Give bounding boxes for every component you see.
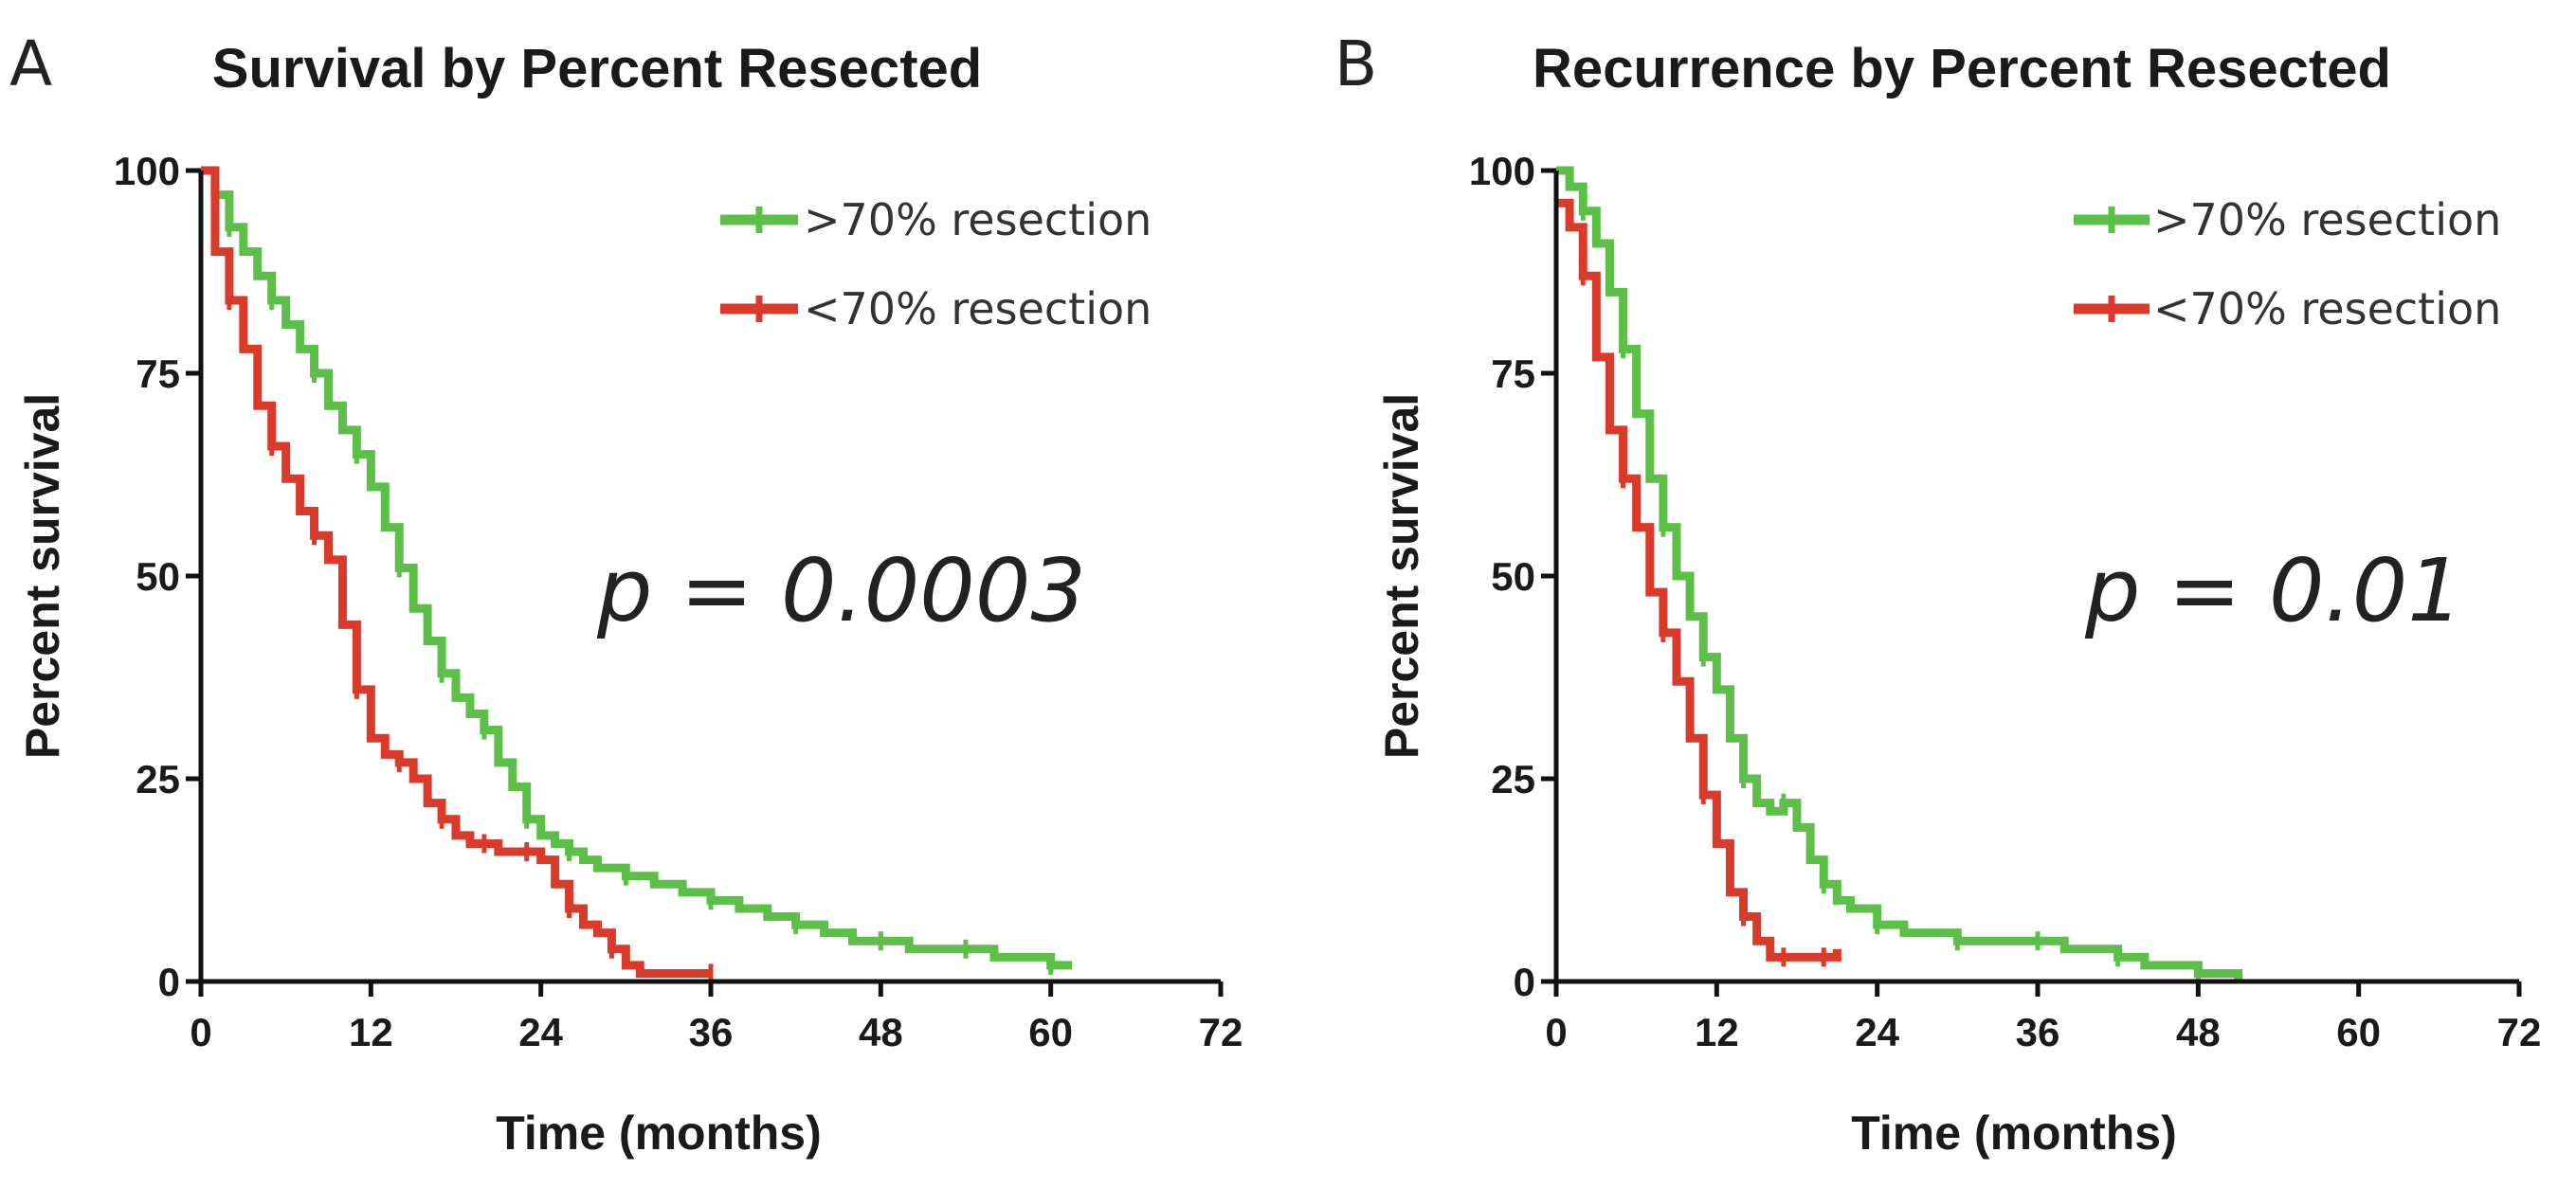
panel-a-series-gt70-curve — [201, 166, 1073, 970]
panel-b-legend: >70% resection <70% resection — [2074, 194, 2501, 334]
panel-b-legend-label-lt70: <70% resection — [2153, 283, 2501, 334]
panel-b-ytick-label: 50 — [1491, 554, 1535, 599]
panel-a-ytick-label: 0 — [158, 960, 180, 1004]
panel-a-ytick-label: 75 — [136, 351, 180, 396]
panel-b-xtick-label: 36 — [2016, 1010, 2060, 1054]
panel-b-xtick-label: 60 — [2336, 1010, 2381, 1054]
panel-b-p-value: p = 0.01 — [2084, 540, 2463, 641]
panel-a-ytick-label: 50 — [136, 554, 180, 599]
panel-b-xlabel: Time (months) — [1851, 1107, 2177, 1160]
panel-a-legend-label-lt70: <70% resection — [804, 283, 1152, 334]
panel-b-ytick-label: 25 — [1491, 757, 1535, 801]
panel-b-series-lt70-curve — [1556, 198, 1841, 962]
panel-a-title: Survival by Percent Resected — [212, 38, 982, 99]
panel-b-title: Recurrence by Percent Resected — [1533, 38, 2391, 99]
panel-a-ytick-label: 25 — [136, 757, 180, 801]
panel-b-curves — [1556, 166, 2243, 983]
panel-a-ytick-label: 100 — [114, 149, 180, 193]
panel-a-ylabel: Percent survival — [16, 393, 69, 759]
panel-a-xtick-label: 48 — [859, 1010, 903, 1054]
panel-b-xtick-label: 24 — [1855, 1010, 1899, 1054]
panel-b-xtick-label: 48 — [2176, 1010, 2221, 1054]
panel-a-p-value: p = 0.0003 — [596, 540, 1086, 641]
panel-a-xtick-label: 12 — [349, 1010, 393, 1054]
panel-a-xtick-label: 72 — [1199, 1010, 1243, 1054]
panel-a-curves — [201, 166, 1073, 983]
panel-b-ytick-label: 75 — [1491, 351, 1535, 396]
panel-b-xtick-label: 12 — [1695, 1010, 1739, 1054]
panel-b-ytick-label: 100 — [1469, 149, 1535, 193]
panel-b: B Recurrence by Percent Resected 0 12 24 36… — [1334, 27, 2541, 1160]
panel-a: A Survival by Percent Resected 0 12 24 36 48… — [9, 27, 1243, 1160]
panel-a-xtick-label: 60 — [1028, 1010, 1073, 1054]
panel-a-xlabel: Time (months) — [496, 1107, 822, 1160]
panel-a-legend-label-gt70: >70% resection — [804, 194, 1152, 245]
panel-b-letter: B — [1334, 27, 1377, 100]
panel-b-ylabel: Percent survival — [1375, 393, 1428, 759]
panel-a-xtick-label: 36 — [689, 1010, 734, 1054]
panel-b-ytick-label: 0 — [1514, 960, 1535, 1004]
panel-b-legend-label-gt70: >70% resection — [2153, 194, 2501, 245]
panel-a-letter: A — [9, 27, 52, 100]
panel-a-ticks: 0 12 24 36 48 60 72 0 25 50 75 100 — [114, 149, 1243, 1054]
panel-a-legend: >70% resection <70% resection — [720, 194, 1152, 334]
panel-b-xtick-label: 0 — [1545, 1010, 1567, 1054]
panel-b-ticks: 0 12 24 36 48 60 72 0 25 50 75 100 — [1469, 149, 2541, 1054]
panel-a-xtick-label: 24 — [518, 1010, 563, 1054]
panel-b-xtick-label: 72 — [2497, 1010, 2542, 1054]
panel-a-xtick-label: 0 — [190, 1010, 211, 1054]
